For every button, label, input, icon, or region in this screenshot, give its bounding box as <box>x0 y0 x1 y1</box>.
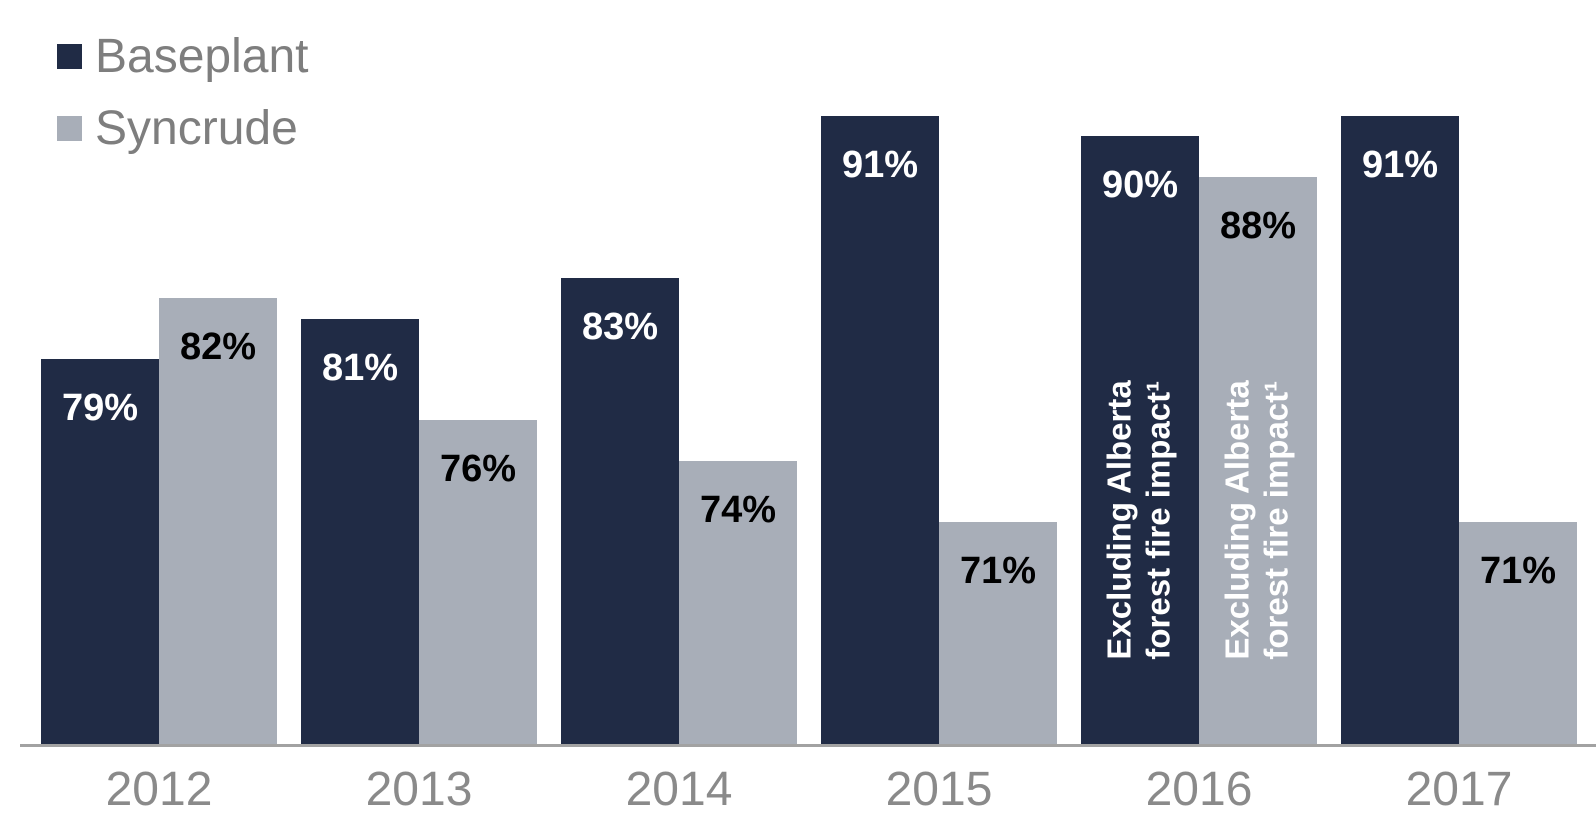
x-axis-label-2014: 2014 <box>625 763 733 816</box>
legend-label-baseplant: Baseplant <box>95 29 309 83</box>
x-axis-label-2016: 2016 <box>1145 763 1253 816</box>
bar-value-label: 74% <box>699 488 777 531</box>
legend-item-syncrude: Syncrude <box>57 101 309 155</box>
legend-swatch-baseplant <box>57 43 82 69</box>
bar-syncrude-2013: 76% <box>419 420 537 745</box>
bar-value-label: 71% <box>959 549 1037 592</box>
bar-baseplant-2013: 81% <box>301 318 419 745</box>
bar-baseplant-2017: 91% <box>1341 115 1459 745</box>
bar-value-label: 76% <box>439 448 517 491</box>
bar-value-label: 90% <box>1101 164 1179 206</box>
x-axis-label-2017: 2017 <box>1405 763 1513 816</box>
bar-baseplant-2014: 83% <box>561 278 679 745</box>
bar-syncrude-2015: 71% <box>939 521 1057 745</box>
x-axis-label-2012: 2012 <box>105 763 213 816</box>
bar-syncrude-2014: 74% <box>679 460 797 745</box>
legend-item-baseplant: Baseplant <box>57 29 309 83</box>
bar-value-label: 71% <box>1479 549 1557 592</box>
bar-syncrude-2016: 88% Excluding Alberta forest fire impact¹ <box>1199 176 1317 745</box>
bar-value-label: 83% <box>581 306 659 349</box>
bar-value-label: 79% <box>61 387 139 430</box>
legend-label-syncrude: Syncrude <box>95 101 298 155</box>
chart-legend: Baseplant Syncrude <box>57 30 309 174</box>
x-axis-line <box>20 744 1596 747</box>
bar-syncrude-2012: 82% <box>159 298 277 745</box>
legend-swatch-syncrude <box>57 115 82 141</box>
plot-area: 79% 82% 81% 76% 83% 74% 91% 71% 90% Excluding Alb… <box>41 115 1577 745</box>
bar-baseplant-2015: 91% <box>821 115 939 745</box>
x-axis-label-2013: 2013 <box>365 763 473 816</box>
bar-value-label: 91% <box>1361 143 1439 186</box>
bar-baseplant-2016: 90% Excluding Alberta forest fire impact¹ <box>1081 136 1199 745</box>
bar-syncrude-2017: 71% <box>1459 521 1577 745</box>
bar-baseplant-2012: 79% <box>41 359 159 745</box>
bar-value-label: 82% <box>179 326 257 369</box>
bar-value-label: 81% <box>321 346 399 389</box>
bar-value-label: 91% <box>841 143 919 186</box>
x-axis-label-2015: 2015 <box>885 763 993 816</box>
bar-value-label: 88% <box>1219 204 1297 247</box>
